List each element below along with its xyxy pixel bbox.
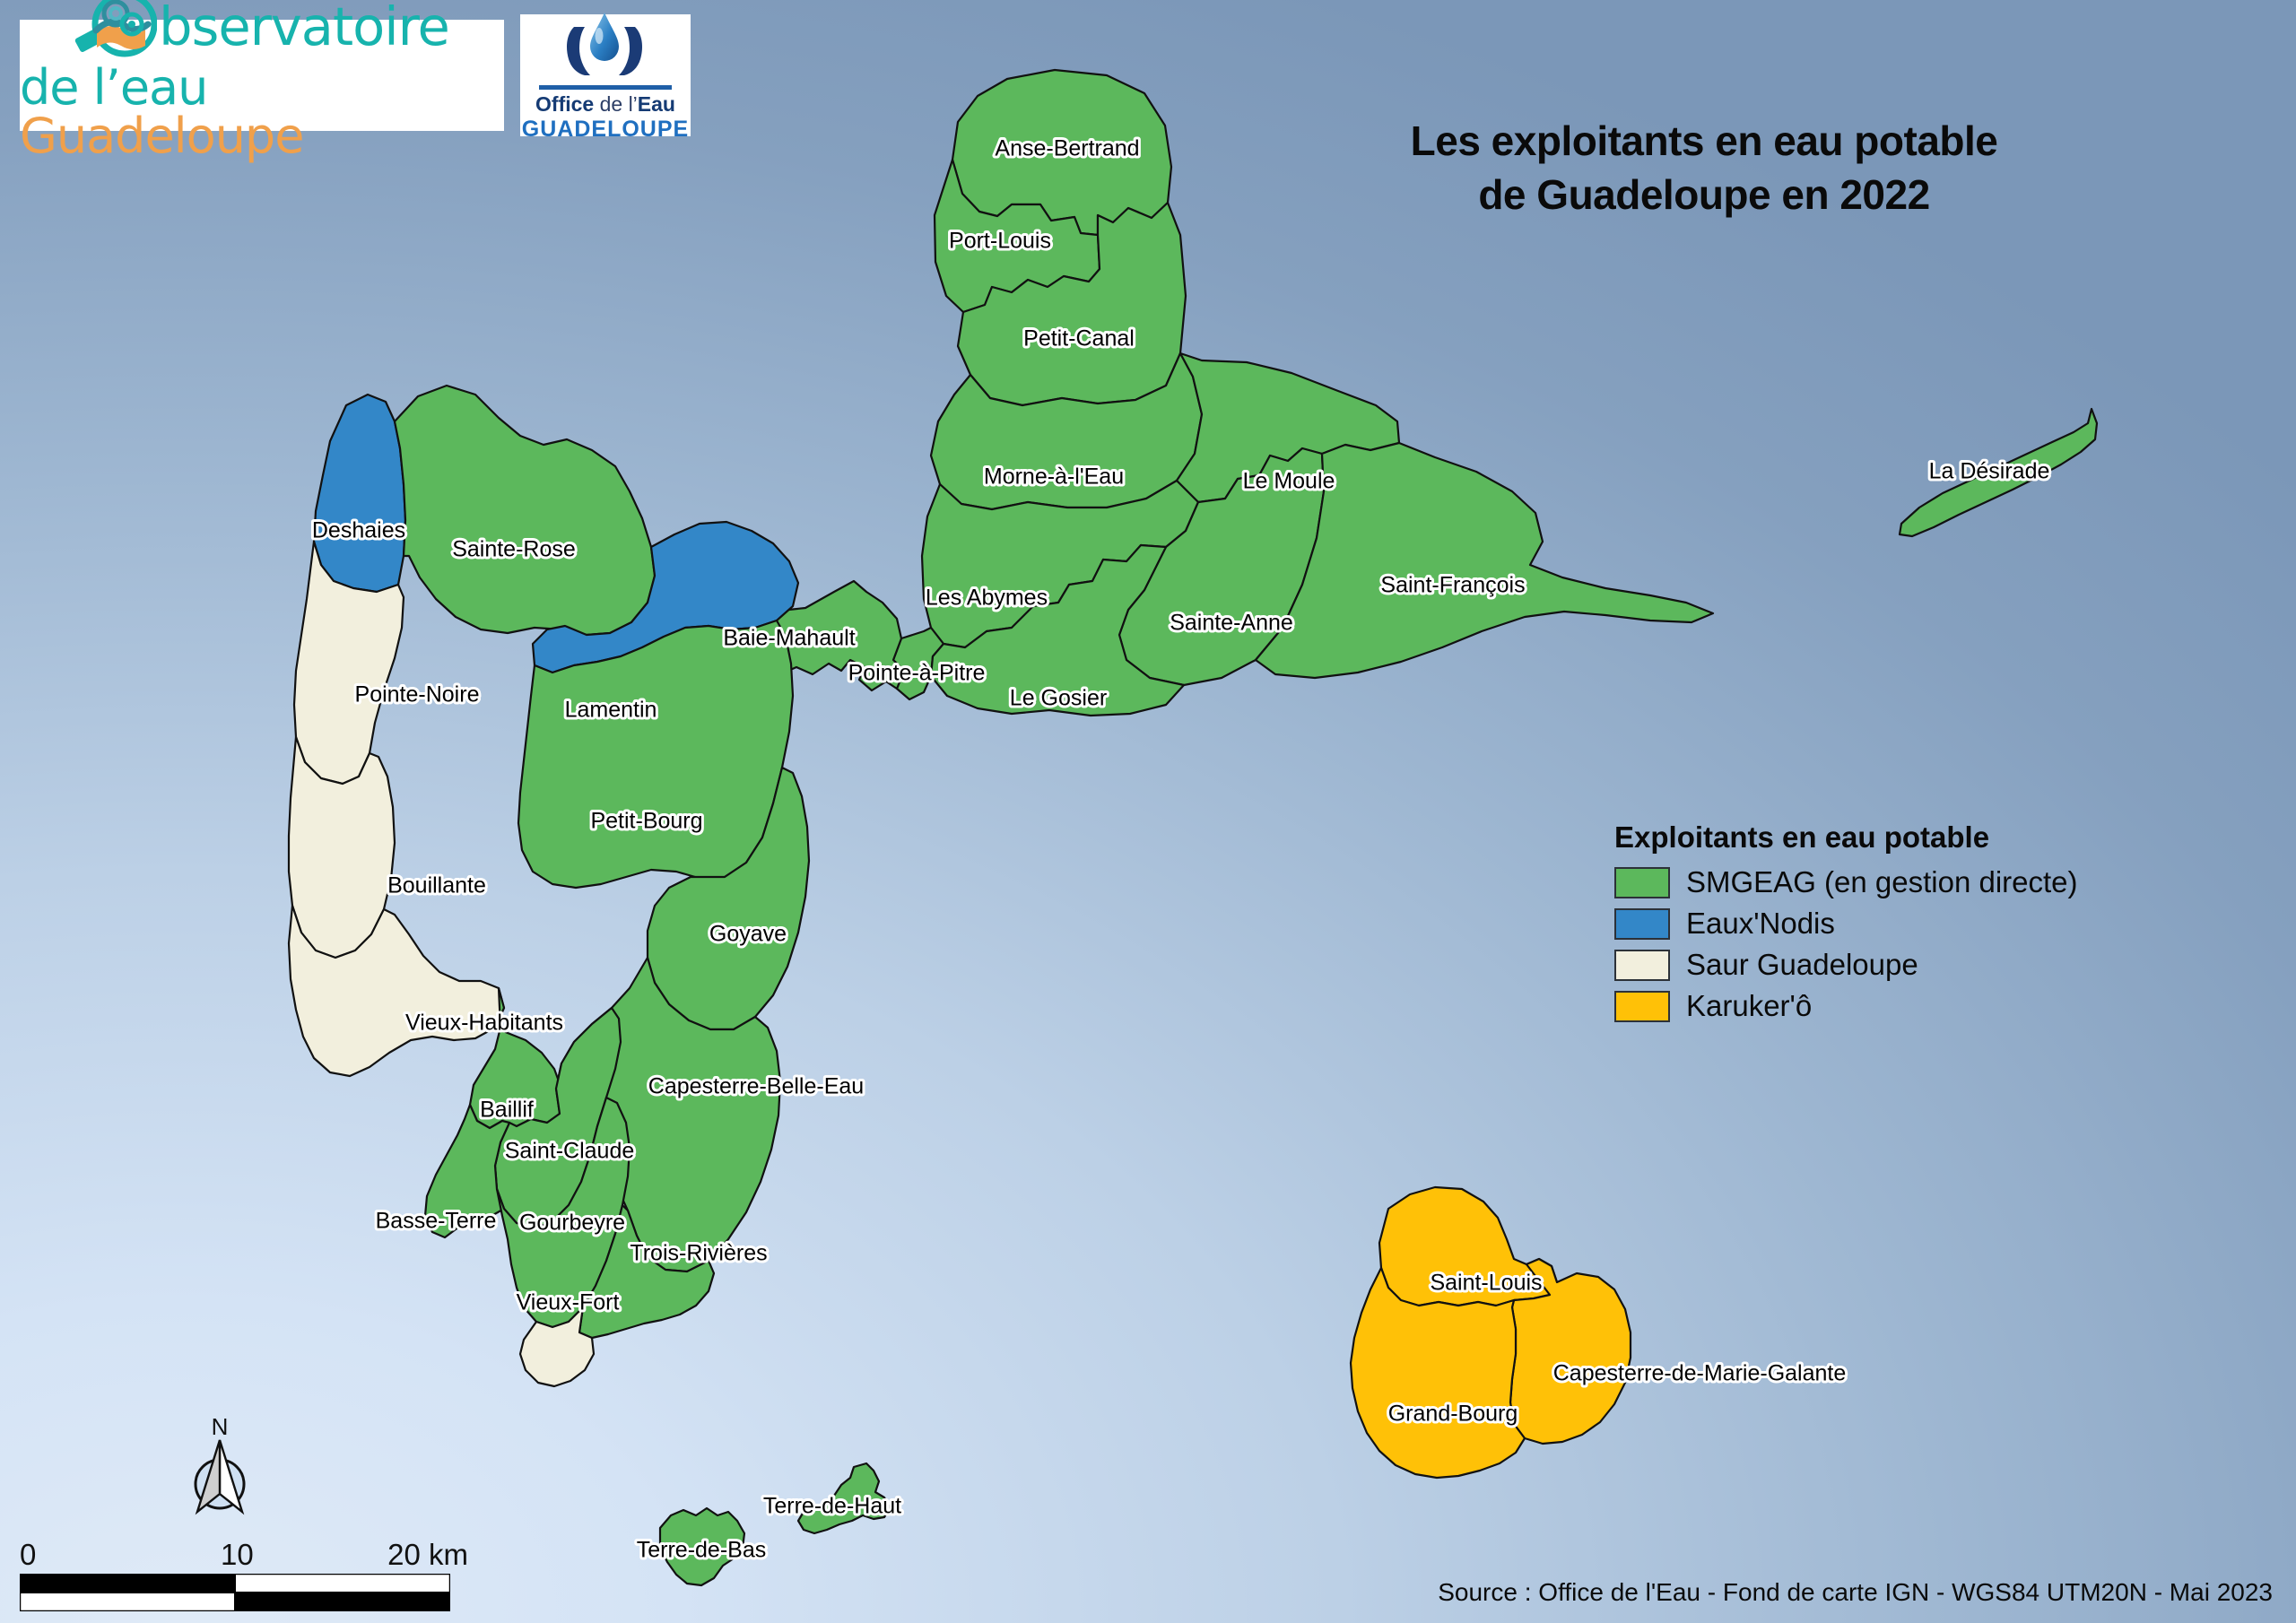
- commune-area[interactable]: [518, 1306, 596, 1388]
- commune-label: Saint-Claude: [505, 1139, 635, 1164]
- commune-label: Deshaies: [312, 518, 405, 543]
- commune-area[interactable]: [495, 1096, 631, 1329]
- observatoire-logo-subword-2: Guadeloupe: [20, 108, 304, 164]
- commune-label: Le Gosier: [1010, 686, 1107, 711]
- north-arrow: N: [179, 1413, 260, 1524]
- commune-area[interactable]: [287, 735, 396, 959]
- page-title: Les exploitants en eau potable de Guadel…: [1292, 115, 2117, 222]
- north-arrow-label: N: [212, 1417, 229, 1440]
- scale-bar-ticks: 0 10 20 km: [20, 1538, 468, 1574]
- commune-label: Baillif: [480, 1098, 534, 1123]
- legend-item-label: Karuker'ô: [1686, 989, 1813, 1022]
- commune-label: Bouillante: [387, 873, 486, 898]
- legend-swatch: [1614, 866, 1670, 898]
- commune-label: Goyave: [709, 922, 787, 947]
- commune-shapes-group: [287, 68, 2099, 1587]
- commune-area[interactable]: [796, 1462, 891, 1535]
- legend-item[interactable]: Karuker'ô: [1614, 989, 2078, 1023]
- office-logo-divider: [539, 84, 672, 90]
- office-logo-line2: GUADELOUPE: [521, 116, 690, 142]
- commune-label: Trois-Rivières: [630, 1241, 767, 1266]
- commune-label: Anse-Bertrand: [995, 136, 1139, 161]
- commune-label: Baie-Mahault: [723, 626, 855, 651]
- legend-item-label: SMGEAG (en gestion directe): [1686, 865, 2078, 898]
- office-logo-line1: Office de l’Eau: [535, 92, 675, 117]
- legend-swatch: [1614, 907, 1670, 940]
- commune-area[interactable]: [578, 1203, 716, 1340]
- scale-bar: 0 10 20 km: [18, 1538, 468, 1616]
- water-swirl-magnifier-icon: [74, 0, 158, 62]
- commune-label: Vieux-Fort: [517, 1290, 620, 1315]
- commune-area[interactable]: [393, 384, 657, 637]
- commune-label: Sainte-Rose: [452, 537, 576, 562]
- commune-label: Terre-de-Haut: [763, 1494, 901, 1519]
- legend-rows: SMGEAG (en gestion directe) Eaux'Nodis Sau…: [1614, 865, 2078, 1023]
- commune-labels-group: Anse-Bertrand Port-Louis Petit-Canal Morne-…: [309, 134, 2053, 1566]
- commune-label: Terre-de-Bas: [637, 1538, 767, 1563]
- legend-item-label: Eaux'Nodis: [1686, 907, 1835, 940]
- scale-bar-tick: 10: [221, 1538, 254, 1571]
- page-title-line-1: Les exploitants en eau potable: [1410, 117, 1998, 164]
- commune-label: Capesterre-de-Marie-Galante: [1553, 1361, 1847, 1386]
- observatoire-logo-word: bservatoire: [159, 0, 450, 57]
- observatoire-logo: bservatoire de l’eau Guadeloupe: [20, 0, 504, 161]
- commune-label: Basse-Terre: [376, 1209, 497, 1234]
- commune-label: Saint-François: [1380, 573, 1525, 598]
- commune-area[interactable]: [1349, 1266, 1526, 1480]
- commune-label: Vieux-Habitants: [405, 1011, 563, 1036]
- commune-label: La Désirade: [1929, 459, 2050, 484]
- commune-area[interactable]: [1898, 407, 2099, 538]
- commune-label: Pointe-Noire: [355, 682, 480, 707]
- legend-item[interactable]: SMGEAG (en gestion directe): [1614, 865, 2078, 899]
- commune-label: Saint-Louis: [1430, 1271, 1542, 1296]
- hands-holding-waterdrop-icon: [538, 9, 673, 83]
- commune-label: Capesterre-Belle-Eau: [648, 1074, 864, 1099]
- commune-label: Sainte-Anne: [1170, 611, 1293, 636]
- commune-label: Petit-Canal: [1023, 326, 1135, 352]
- page-title-line-2: de Guadeloupe en 2022: [1478, 170, 1930, 218]
- legend-item-label: Saur Guadeloupe: [1686, 948, 1918, 981]
- commune-label: Le Moule: [1243, 469, 1335, 494]
- legend-swatch: [1614, 949, 1670, 981]
- commune-area[interactable]: [1254, 441, 1715, 680]
- commune-label: Gourbeyre: [519, 1211, 625, 1236]
- commune-area[interactable]: [312, 393, 407, 594]
- observatoire-logo-subword-1: de l’eau: [20, 59, 208, 116]
- office-de-leau-logo: Office de l’Eau GUADELOUPE: [520, 12, 691, 142]
- scale-bar-tick: 20 km: [387, 1538, 468, 1571]
- commune-area[interactable]: [646, 766, 811, 1031]
- commune-area[interactable]: [423, 1103, 511, 1239]
- commune-label: Pointe-à-Pitre: [848, 661, 986, 686]
- commune-area[interactable]: [292, 540, 405, 785]
- source-credit: Source : Office de l'Eau - Fond de carte…: [1438, 1578, 2273, 1606]
- legend-item[interactable]: Saur Guadeloupe: [1614, 948, 2078, 982]
- office-logo-word-office: Office: [535, 91, 595, 116]
- commune-label: Grand-Bourg: [1388, 1402, 1518, 1427]
- scale-bar-tick: 0: [20, 1538, 37, 1571]
- legend-swatch: [1614, 990, 1670, 1022]
- scale-bar-graphic: [18, 1572, 452, 1613]
- commune-label: Petit-Bourg: [590, 809, 702, 834]
- commune-label: Port-Louis: [949, 229, 1051, 254]
- office-logo-word-eau: Eau: [637, 91, 675, 116]
- commune-label: Lamentin: [565, 698, 657, 723]
- commune-area[interactable]: [929, 543, 1186, 717]
- legend-title: Exploitants en eau potable: [1614, 820, 1990, 854]
- office-logo-word-de-l: de l’: [594, 91, 638, 116]
- commune-label: Les Abymes: [926, 586, 1048, 611]
- legend-item[interactable]: Eaux'Nodis: [1614, 907, 2078, 941]
- map-legend: Exploitants en eau potable SMGEAG (en ge…: [1614, 820, 2078, 1030]
- commune-label: Morne-à-l'Eau: [984, 464, 1124, 490]
- commune-area[interactable]: [658, 1506, 746, 1587]
